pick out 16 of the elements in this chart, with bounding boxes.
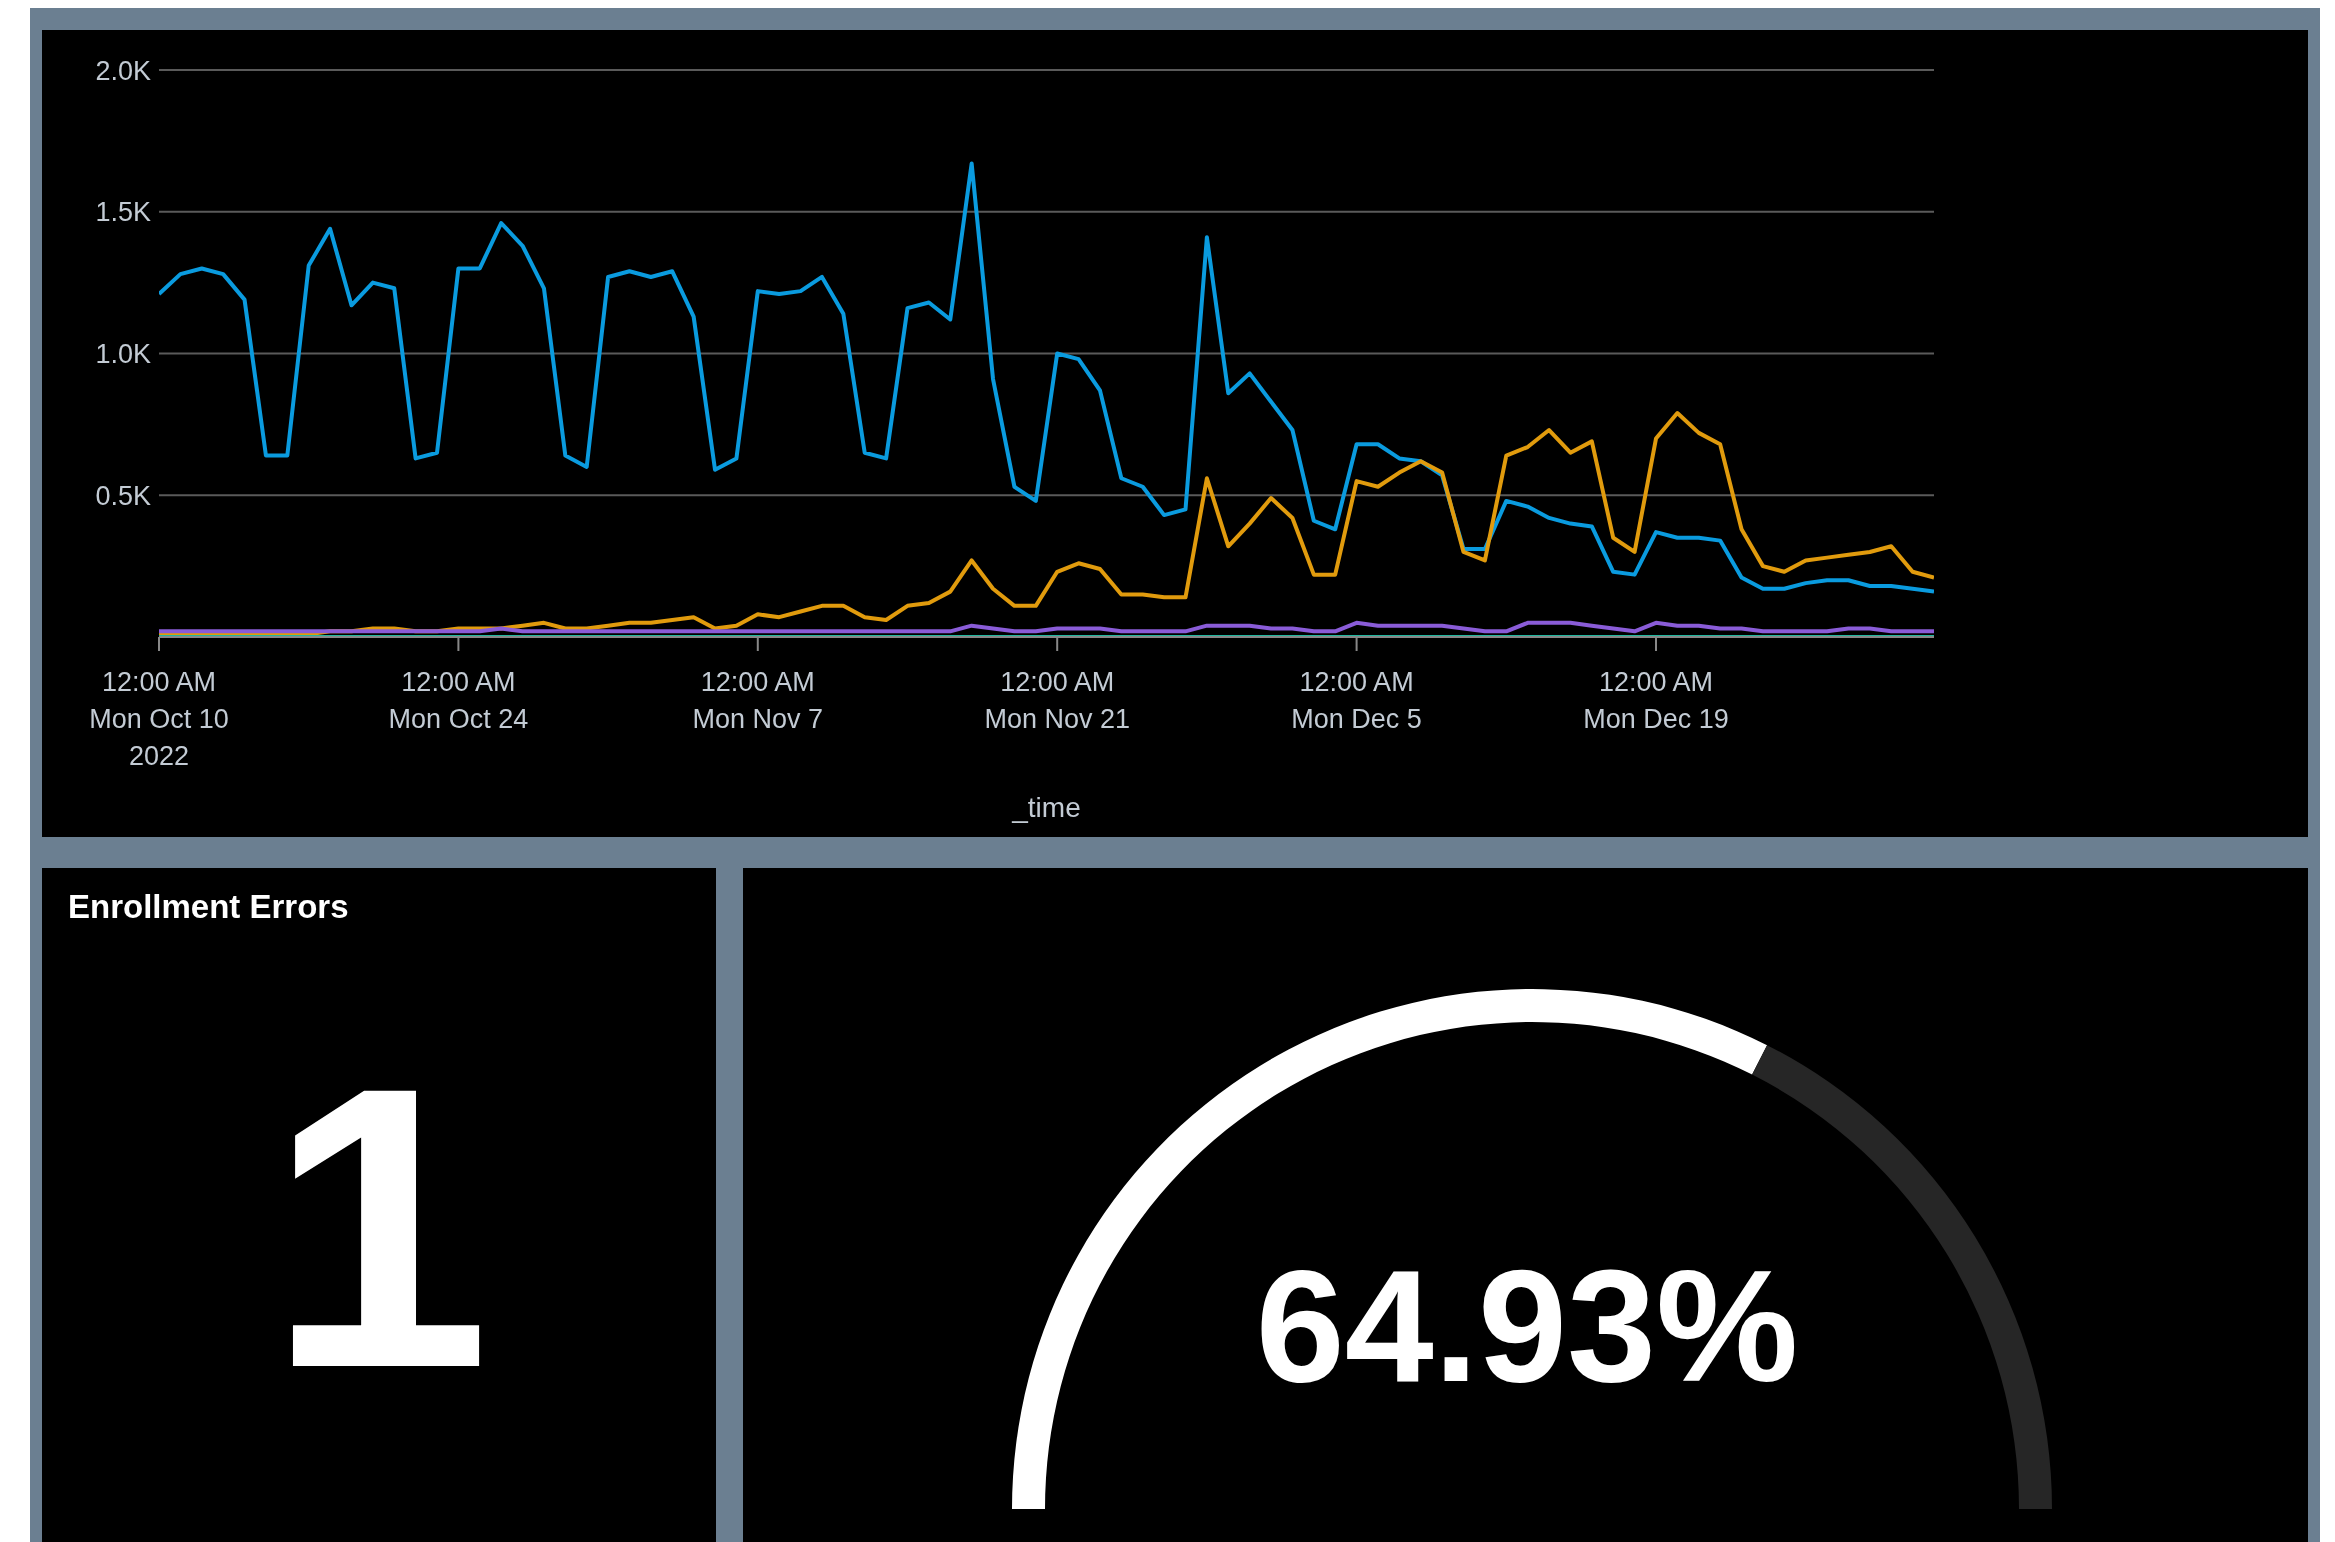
x-tick-label: 12:00 AM Mon Nov 7 <box>692 667 824 734</box>
data-label: 64.93% <box>1255 1235 1799 1415</box>
x-tick-label: 12:00 AM Mon Nov 21 <box>984 667 1130 734</box>
y-tick-label: 2.0K <box>95 55 151 86</box>
x-tick-label: 12:00 AM Mon Dec 5 <box>1291 667 1422 734</box>
x-axis-title: _time <box>1011 792 1081 823</box>
x-tick-label: 12:00 AM Mon Dec 19 <box>1583 667 1729 734</box>
x-tick-label: 12:00 AM Mon Oct 10 2022 <box>89 667 229 771</box>
y-tick-label: 1.5K <box>95 197 151 228</box>
x-tick-label: 12:00 AM Mon Oct 24 <box>388 667 529 734</box>
data-label: 1 <box>267 1004 491 1451</box>
text: Enrollment Errors <box>68 888 349 926</box>
y-tick-label: 0.5K <box>95 480 151 511</box>
line-series <box>159 161 1934 594</box>
line-series <box>159 620 1934 634</box>
y-tick-label: 1.0K <box>95 339 151 370</box>
